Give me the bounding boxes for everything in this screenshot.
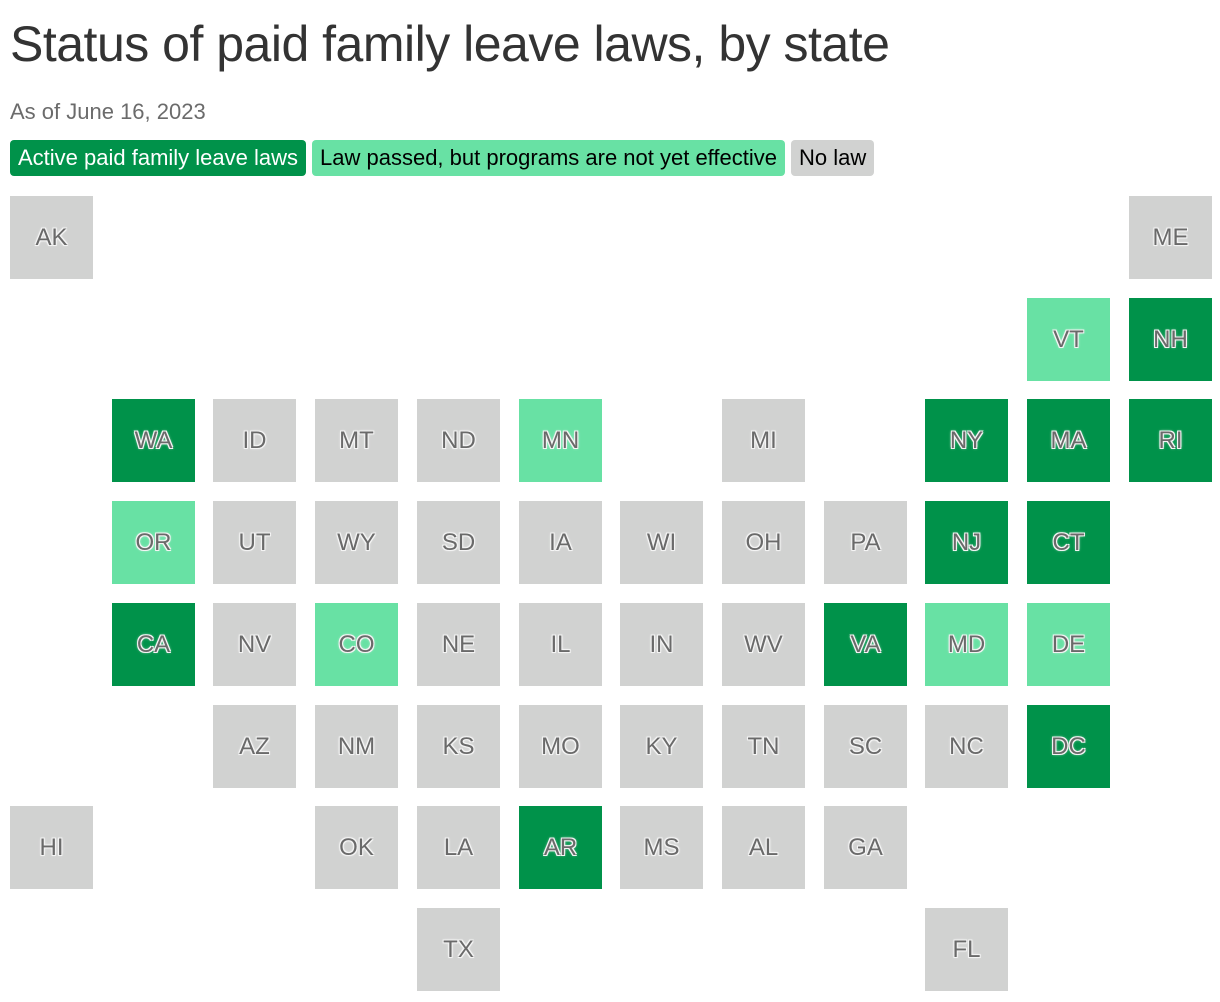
- state-tile-ar: AR: [519, 806, 602, 889]
- state-tile-va: VA: [824, 603, 907, 686]
- state-tile-mo: MO: [519, 705, 602, 788]
- state-tile-md: MD: [925, 603, 1008, 686]
- state-tile-ct: CT: [1027, 501, 1110, 584]
- legend-item-passed: Law passed, but programs are not yet eff…: [312, 140, 785, 176]
- state-tile-az: AZ: [213, 705, 296, 788]
- state-tile-nj: NJ: [925, 501, 1008, 584]
- state-tile-mi: MI: [722, 399, 805, 482]
- state-tile-ca: CA: [112, 603, 195, 686]
- state-tile-ma: MA: [1027, 399, 1110, 482]
- state-tile-in: IN: [620, 603, 703, 686]
- state-tile-ny: NY: [925, 399, 1008, 482]
- state-tile-nh: NH: [1129, 298, 1212, 381]
- state-tile-mt: MT: [315, 399, 398, 482]
- state-tile-tx: TX: [417, 908, 500, 991]
- state-tile-wa: WA: [112, 399, 195, 482]
- state-tile-nm: NM: [315, 705, 398, 788]
- chart-title: Status of paid family leave laws, by sta…: [10, 16, 890, 72]
- state-tile-ne: NE: [417, 603, 500, 686]
- state-tile-il: IL: [519, 603, 602, 686]
- state-tile-pa: PA: [824, 501, 907, 584]
- state-tile-wy: WY: [315, 501, 398, 584]
- state-tile-ky: KY: [620, 705, 703, 788]
- state-tile-me: ME: [1129, 196, 1212, 279]
- legend-item-no-law: No law: [790, 140, 875, 176]
- state-tile-ks: KS: [417, 705, 500, 788]
- legend: Active paid family leave laws Law passed…: [10, 140, 875, 176]
- state-tile-sd: SD: [417, 501, 500, 584]
- state-tile-nv: NV: [213, 603, 296, 686]
- state-tile-fl: FL: [925, 908, 1008, 991]
- state-tile-oh: OH: [722, 501, 805, 584]
- state-tile-wv: WV: [722, 603, 805, 686]
- state-tile-mn: MN: [519, 399, 602, 482]
- state-tile-ri: RI: [1129, 399, 1212, 482]
- state-tile-ga: GA: [824, 806, 907, 889]
- state-tile-co: CO: [315, 603, 398, 686]
- legend-item-active: Active paid family leave laws: [10, 140, 307, 176]
- state-tile-hi: HI: [10, 806, 93, 889]
- state-tile-vt: VT: [1027, 298, 1110, 381]
- state-tile-la: LA: [417, 806, 500, 889]
- state-tile-wi: WI: [620, 501, 703, 584]
- state-tile-or: OR: [112, 501, 195, 584]
- state-tile-ut: UT: [213, 501, 296, 584]
- state-tile-nc: NC: [925, 705, 1008, 788]
- state-tile-ok: OK: [315, 806, 398, 889]
- state-tile-ia: IA: [519, 501, 602, 584]
- state-tile-id: ID: [213, 399, 296, 482]
- state-tile-ak: AK: [10, 196, 93, 279]
- state-tile-de: DE: [1027, 603, 1110, 686]
- state-tile-al: AL: [722, 806, 805, 889]
- state-tile-ms: MS: [620, 806, 703, 889]
- state-tile-dc: DC: [1027, 705, 1110, 788]
- state-tile-sc: SC: [824, 705, 907, 788]
- state-tile-tn: TN: [722, 705, 805, 788]
- state-tile-nd: ND: [417, 399, 500, 482]
- chart-subtitle: As of June 16, 2023: [10, 99, 206, 124]
